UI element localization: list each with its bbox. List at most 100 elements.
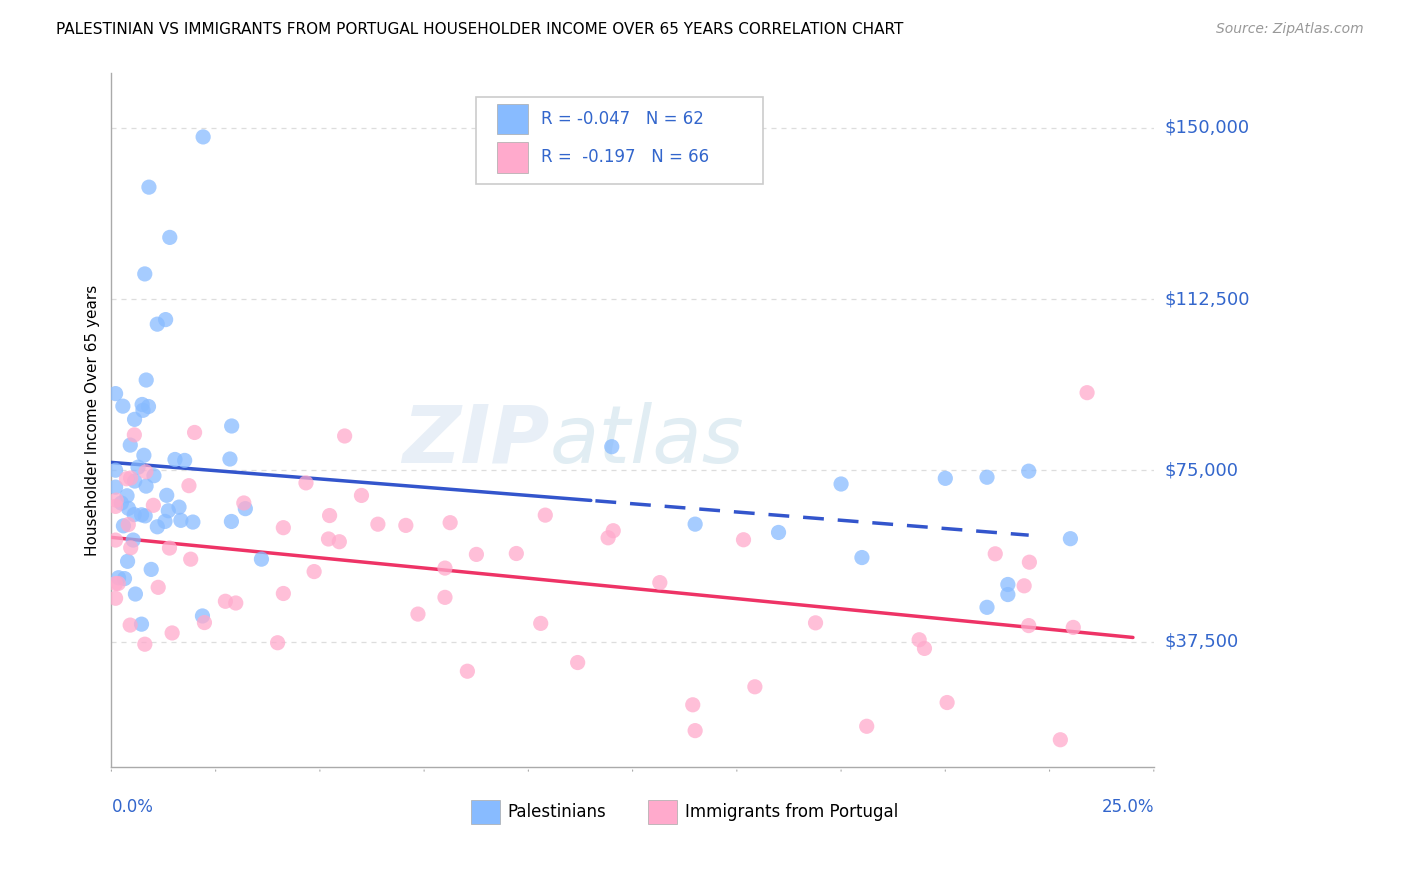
- Point: [112, 519, 135, 533]
- Text: $37,500: $37,500: [1166, 632, 1239, 650]
- Point: [104, 533, 127, 547]
- Point: [830, 477, 852, 491]
- Point: [124, 587, 146, 601]
- Point: [183, 425, 205, 440]
- Point: [433, 561, 456, 575]
- Point: [997, 577, 1019, 591]
- Point: [534, 508, 557, 522]
- Point: [117, 517, 139, 532]
- Point: [682, 698, 704, 712]
- Text: ZIP: ZIP: [402, 402, 550, 480]
- Point: [214, 594, 236, 608]
- Point: [160, 626, 183, 640]
- Point: [914, 641, 936, 656]
- Point: [530, 616, 553, 631]
- Point: [984, 547, 1007, 561]
- Point: [406, 607, 429, 621]
- Point: [683, 723, 706, 738]
- Point: [111, 399, 134, 413]
- Text: 0.0%: 0.0%: [111, 797, 153, 815]
- Point: [505, 547, 527, 561]
- Point: [131, 617, 153, 632]
- Point: [138, 180, 160, 194]
- Point: [180, 552, 202, 566]
- Point: [142, 498, 165, 512]
- Point: [134, 508, 156, 523]
- Point: [104, 576, 127, 591]
- Point: [135, 479, 157, 493]
- Point: [104, 463, 127, 477]
- Point: [1012, 579, 1035, 593]
- Point: [598, 531, 620, 545]
- Point: [328, 534, 350, 549]
- Point: [163, 452, 186, 467]
- Point: [976, 600, 998, 615]
- Point: [156, 488, 179, 502]
- Point: [648, 575, 671, 590]
- Point: [804, 615, 827, 630]
- Point: [127, 460, 149, 475]
- Text: atlas: atlas: [550, 402, 744, 480]
- Point: [851, 550, 873, 565]
- Y-axis label: Householder Income Over 65 years: Householder Income Over 65 years: [86, 285, 100, 556]
- Point: [122, 508, 145, 522]
- Point: [456, 664, 478, 678]
- Point: [233, 501, 256, 516]
- Point: [350, 488, 373, 502]
- Point: [141, 562, 163, 576]
- Text: PALESTINIAN VS IMMIGRANTS FROM PORTUGAL HOUSEHOLDER INCOME OVER 65 YEARS CORRELA: PALESTINIAN VS IMMIGRANTS FROM PORTUGAL …: [56, 22, 904, 37]
- Point: [225, 596, 247, 610]
- Point: [157, 504, 180, 518]
- Point: [976, 470, 998, 484]
- Text: Palestinians: Palestinians: [508, 804, 606, 822]
- Point: [115, 489, 138, 503]
- Point: [107, 576, 129, 591]
- Point: [1076, 385, 1098, 400]
- Point: [120, 541, 142, 555]
- FancyBboxPatch shape: [477, 97, 763, 184]
- Point: [135, 465, 157, 479]
- Text: Immigrants from Portugal: Immigrants from Portugal: [685, 804, 898, 822]
- Point: [173, 453, 195, 467]
- Point: [302, 565, 325, 579]
- Point: [1059, 532, 1081, 546]
- Point: [167, 500, 190, 515]
- Point: [193, 615, 215, 630]
- Point: [153, 515, 176, 529]
- Point: [221, 515, 243, 529]
- Point: [177, 478, 200, 492]
- Point: [395, 518, 418, 533]
- Point: [131, 508, 153, 522]
- Point: [135, 373, 157, 387]
- Text: $150,000: $150,000: [1166, 119, 1250, 136]
- Point: [295, 475, 318, 490]
- Point: [146, 317, 169, 331]
- Point: [104, 591, 127, 606]
- Point: [181, 515, 204, 529]
- Point: [1018, 464, 1040, 478]
- Point: [997, 588, 1019, 602]
- Point: [273, 521, 295, 535]
- Bar: [648, 800, 678, 824]
- Point: [219, 452, 242, 467]
- Point: [433, 591, 456, 605]
- Point: [132, 448, 155, 462]
- Point: [908, 632, 931, 647]
- Point: [159, 541, 181, 555]
- Point: [138, 400, 160, 414]
- Text: 25.0%: 25.0%: [1101, 797, 1154, 815]
- Point: [142, 468, 165, 483]
- Point: [134, 267, 156, 281]
- Point: [155, 312, 177, 326]
- Point: [1018, 555, 1040, 569]
- Point: [132, 403, 155, 417]
- Point: [134, 637, 156, 651]
- Point: [124, 427, 146, 442]
- Point: [934, 471, 956, 485]
- Point: [600, 440, 623, 454]
- Text: R =  -0.197   N = 66: R = -0.197 N = 66: [541, 148, 709, 166]
- Point: [936, 696, 959, 710]
- Point: [104, 500, 127, 514]
- Point: [114, 572, 136, 586]
- Point: [110, 496, 132, 510]
